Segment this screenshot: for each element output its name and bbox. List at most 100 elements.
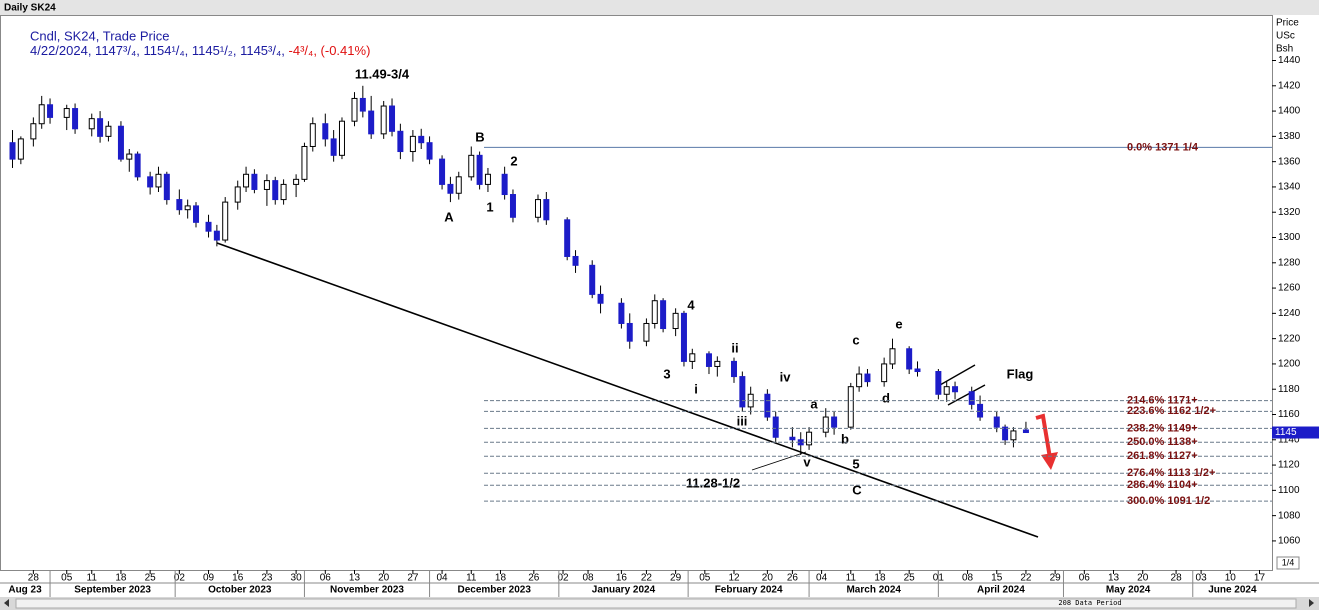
candle-body <box>397 130 404 153</box>
candle-body <box>968 391 975 405</box>
x-tick-label: 25 <box>145 573 157 584</box>
page-box[interactable] <box>1276 556 1300 570</box>
candle-body <box>589 264 596 295</box>
candle-body <box>184 205 191 211</box>
x-tick-label: 28 <box>1171 573 1183 584</box>
annotation: c <box>852 332 859 347</box>
candle-body <box>714 360 721 367</box>
month-label: June 2024 <box>1208 585 1257 596</box>
candle-body <box>952 386 959 393</box>
candle-body <box>680 312 687 362</box>
candle-body <box>501 173 508 196</box>
candle-body <box>731 360 738 378</box>
candle-body <box>651 300 658 324</box>
x-tick-label: 18 <box>874 573 886 584</box>
level-label: 286.4% 1104+ <box>1127 479 1198 491</box>
y-tick-label: 1160 <box>1278 409 1300 420</box>
annotation: 5 <box>852 456 859 471</box>
candle-body <box>822 416 829 433</box>
level-label: 238.2% 1149+ <box>1127 422 1198 434</box>
y-tick-label: 1200 <box>1278 359 1301 370</box>
candle-body <box>213 230 220 241</box>
x-tick-label: 15 <box>991 573 1003 584</box>
x-tick-label: 17 <box>1254 573 1266 584</box>
candle-body <box>935 371 942 395</box>
candle-body <box>847 386 854 428</box>
candle-body <box>806 431 813 446</box>
candle-body <box>864 373 871 383</box>
x-tick-label: 02 <box>557 573 569 584</box>
scroll-thumb[interactable] <box>15 598 1297 609</box>
annotation: 1 <box>486 199 493 214</box>
annotation: 2 <box>510 153 517 168</box>
candle-body <box>263 180 270 190</box>
x-tick-label: 20 <box>762 573 774 584</box>
x-tick-label: 13 <box>349 573 361 584</box>
candle-body <box>789 436 796 441</box>
candle-body <box>977 403 984 418</box>
candle-body <box>38 104 45 125</box>
candle-body <box>251 173 258 190</box>
candle-body <box>626 322 633 342</box>
legend-info: 4/22/2024, 1147³/₄, 1154¹/₄, 1145¹/₂, 11… <box>30 43 370 58</box>
candle-body <box>439 158 446 185</box>
candle-body <box>1002 426 1009 441</box>
x-tick-label: 02 <box>174 573 186 584</box>
y-tick-label: 1060 <box>1278 536 1301 547</box>
x-tick-label: 20 <box>378 573 390 584</box>
y-tick-label: 1440 <box>1278 55 1301 66</box>
y-axis-label: Bsh <box>1276 44 1293 55</box>
candle-body <box>322 123 329 140</box>
candle-body <box>272 180 279 201</box>
x-tick-label: 22 <box>641 573 653 584</box>
candle-body <box>338 120 345 156</box>
candle-body <box>468 154 475 178</box>
scroll-left[interactable] <box>4 599 9 607</box>
month-label: Aug 23 <box>8 585 42 596</box>
candle-body <box>672 312 679 330</box>
y-tick-label: 1280 <box>1278 257 1301 268</box>
page-indicator: 1/4 <box>1282 557 1295 567</box>
annotation: 11.49-3/4 <box>355 66 410 81</box>
month-label: February 2024 <box>715 585 783 596</box>
candle-body <box>914 368 921 373</box>
candle-body <box>205 221 212 232</box>
x-tick-label: 20 <box>1137 573 1149 584</box>
candle-body <box>134 153 141 178</box>
x-tick-label: 04 <box>437 573 449 584</box>
month-label: May 2024 <box>1106 585 1151 596</box>
annotation: v <box>803 454 811 469</box>
level-label: 261.8% 1127+ <box>1127 450 1198 462</box>
y-tick-label: 1100 <box>1278 485 1300 496</box>
x-tick-label: 04 <box>816 573 828 584</box>
candle-body <box>9 142 16 160</box>
x-tick-label: 22 <box>1020 573 1032 584</box>
plot-area <box>0 15 1273 571</box>
x-tick-label: 30 <box>291 573 303 584</box>
trend-line <box>216 242 1039 538</box>
annotation: 4 <box>687 297 695 312</box>
x-tick-label: 27 <box>407 573 419 584</box>
x-tick-label: 18 <box>495 573 507 584</box>
annotation: C <box>852 482 862 497</box>
month-label: October 2023 <box>208 585 272 596</box>
month-label: December 2023 <box>458 585 532 596</box>
y-tick-label: 1360 <box>1278 156 1301 167</box>
candle-body <box>564 219 571 257</box>
x-tick-label: 11 <box>87 573 98 584</box>
candle-body <box>772 416 779 438</box>
candle-body <box>447 183 454 194</box>
candle-body <box>17 138 24 160</box>
level-label: 214.6% 1171+ <box>1127 394 1198 406</box>
annotation: i <box>694 381 698 396</box>
y-tick-label: 1240 <box>1278 308 1301 319</box>
y-tick-label: 1380 <box>1278 131 1301 142</box>
pointer-line <box>751 451 807 471</box>
legend-name: Cndl, SK24, Trade Price <box>30 28 169 43</box>
change-line: -4³/₄, (-0.41%) <box>289 43 371 58</box>
month-label: September 2023 <box>74 585 151 596</box>
scroll-right[interactable] <box>1309 599 1314 607</box>
annotation: e <box>895 316 902 331</box>
flag-line <box>947 384 986 406</box>
candle-body <box>426 142 433 160</box>
